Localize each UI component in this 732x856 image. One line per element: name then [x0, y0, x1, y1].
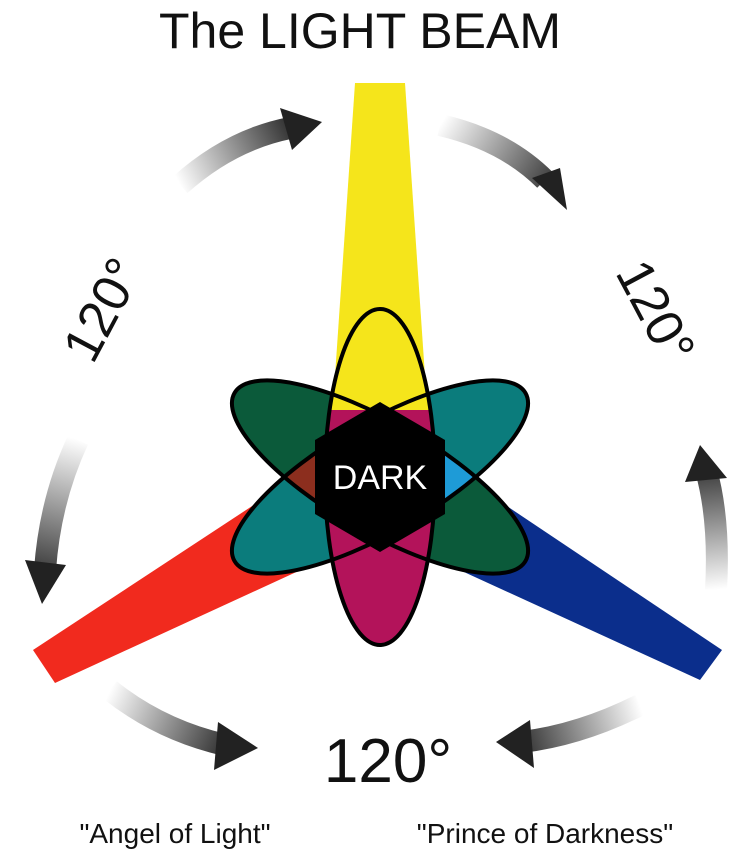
angle-label-bottom: 120° — [324, 727, 452, 796]
dark-label: DARK — [333, 459, 428, 497]
arrow-top-left — [172, 117, 293, 194]
arrow-bottom-left — [103, 681, 228, 756]
angle-label-left: 120° — [52, 249, 154, 371]
arrow-right — [695, 467, 728, 591]
arrow-bottom-right — [520, 695, 645, 753]
arrowhead-right — [685, 445, 727, 482]
arrowhead-bottom-left — [214, 722, 258, 770]
arrowhead-top-right — [532, 168, 567, 210]
arrowhead-top-left — [280, 108, 322, 150]
arrow-left — [34, 435, 88, 571]
arrowhead-left — [25, 560, 66, 604]
arrow-top-right — [437, 114, 553, 188]
ellipse-outlines — [229, 307, 531, 647]
caption-angel-of-light: "Angel of Light" — [79, 818, 270, 849]
caption-prince-of-darkness: "Prince of Darkness" — [417, 818, 673, 849]
arrowhead-bottom-right — [496, 720, 534, 768]
diagram-title: The LIGHT BEAM — [159, 3, 561, 59]
dark-center-hexagon — [315, 402, 445, 552]
angle-label-right: 120° — [604, 251, 706, 373]
